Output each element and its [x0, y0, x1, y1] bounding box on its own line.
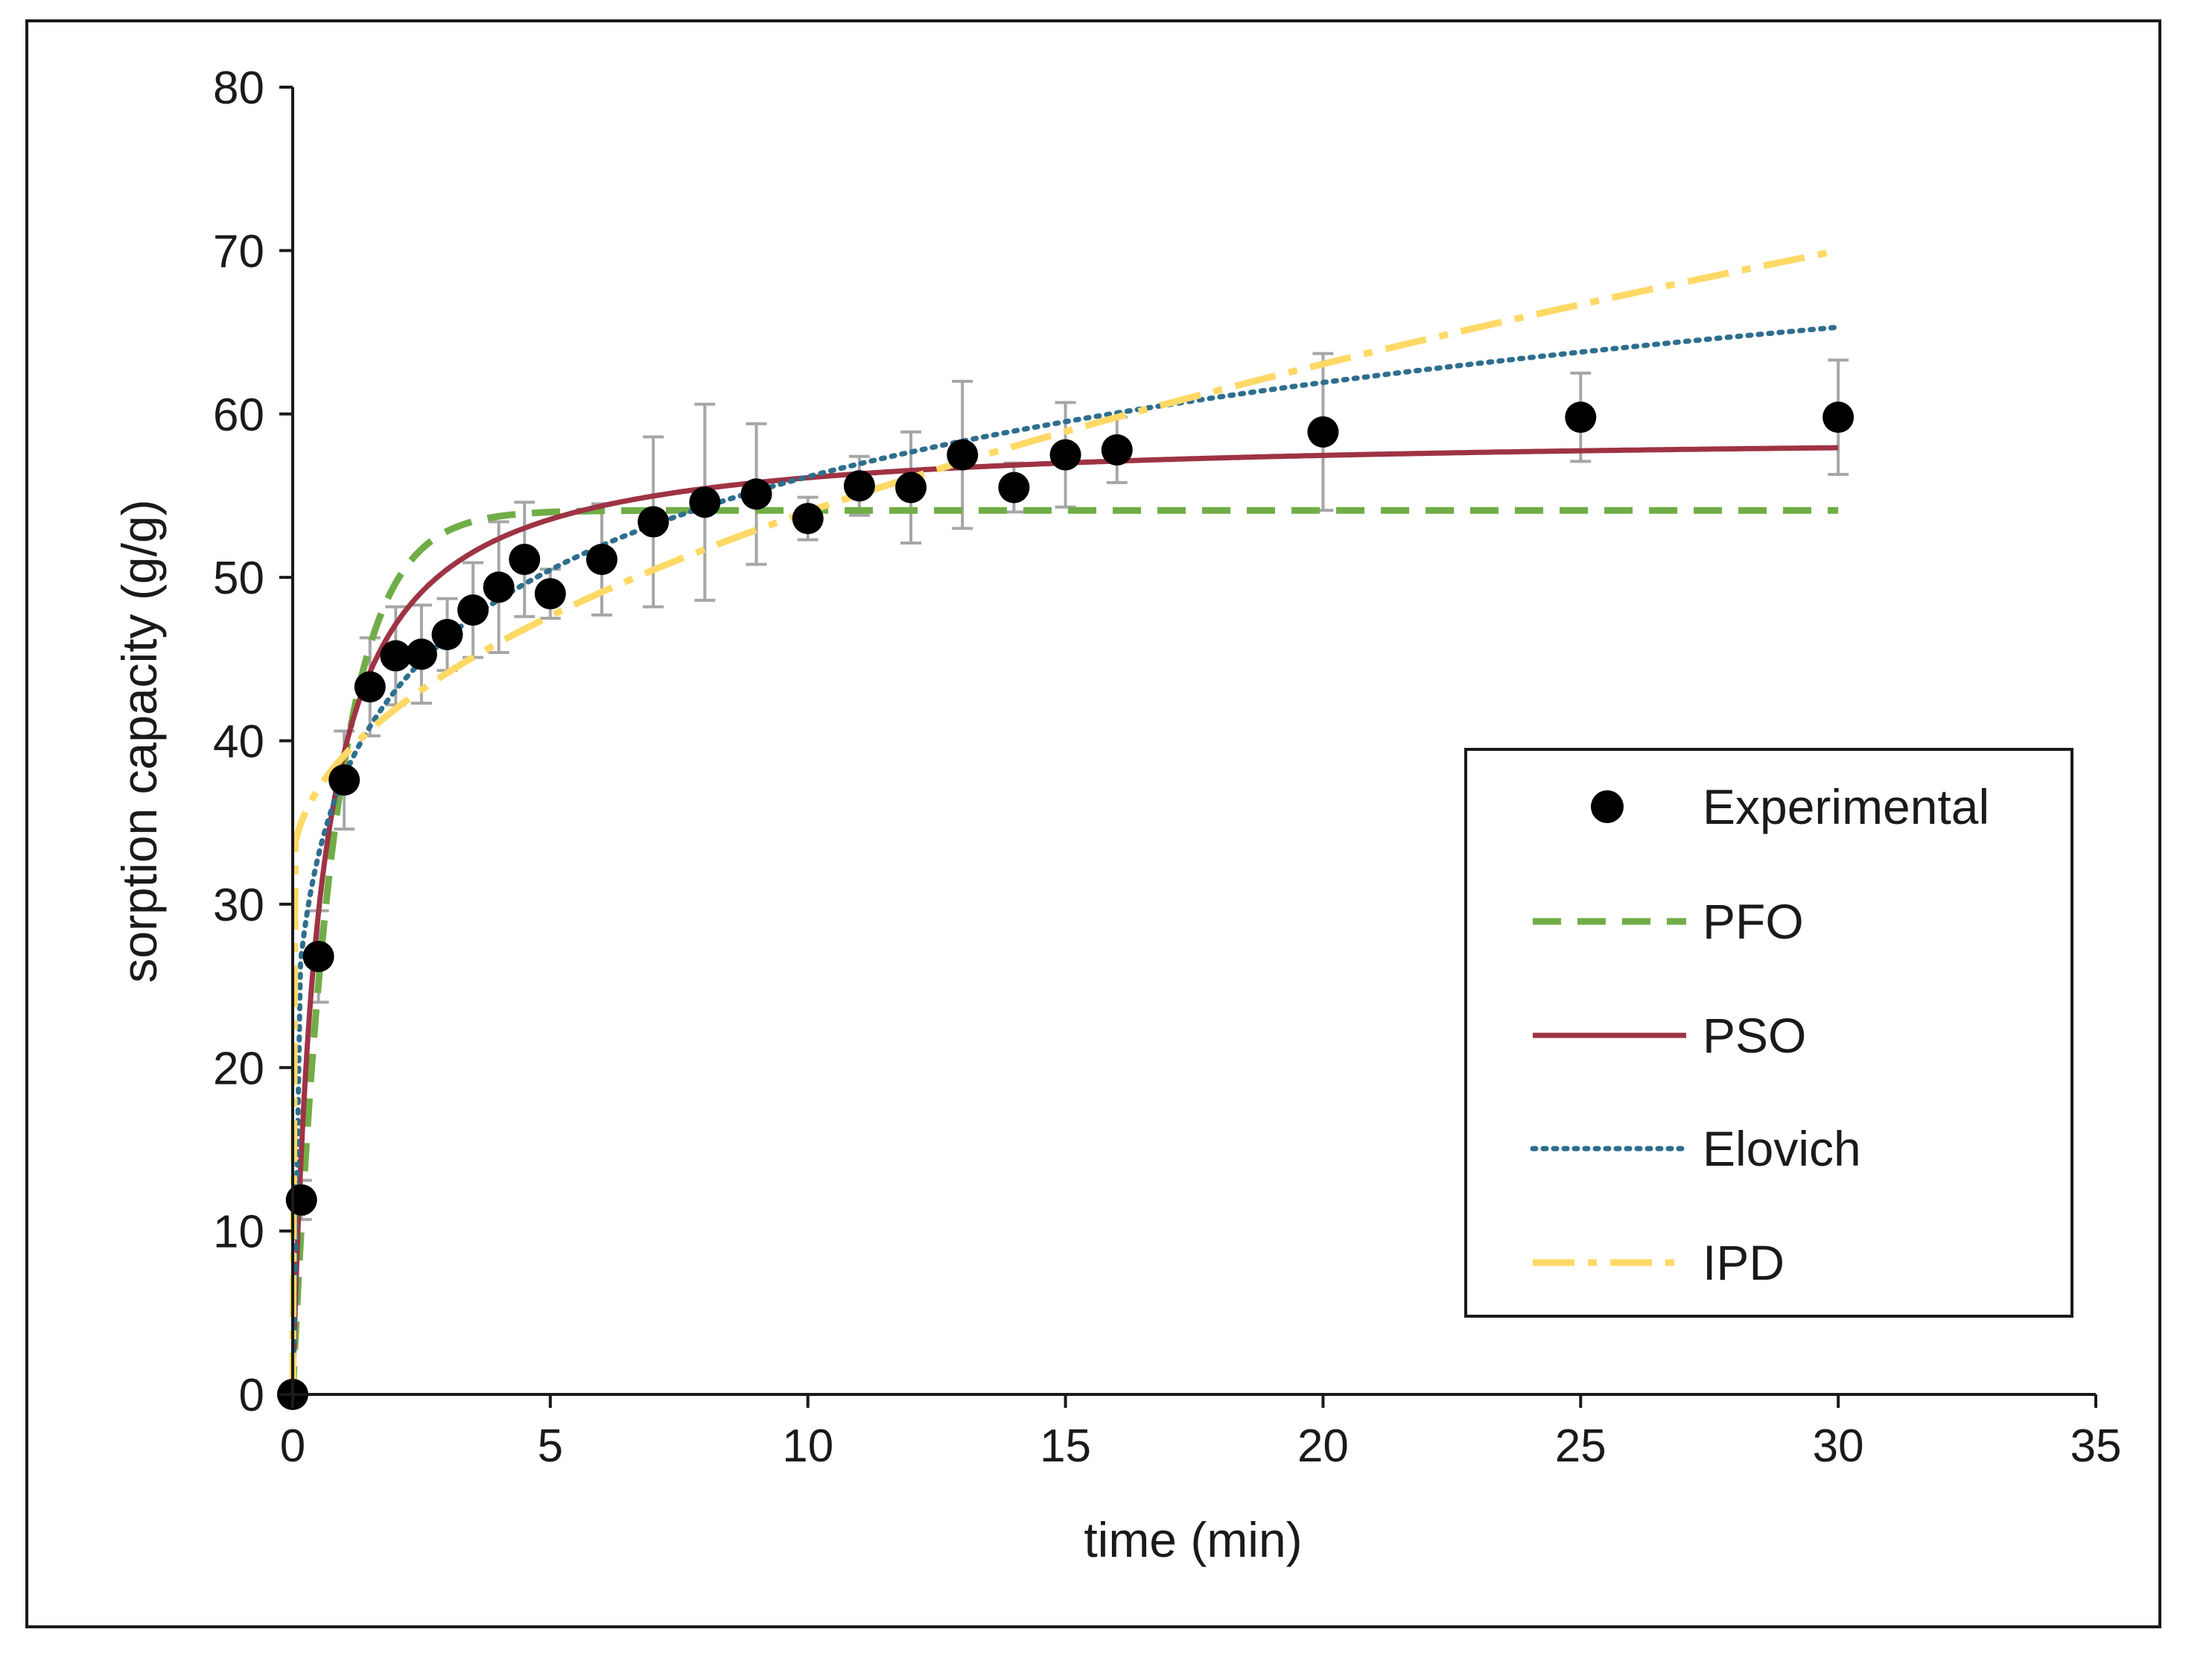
experimental-point	[1049, 439, 1081, 471]
experimental-point	[1565, 401, 1597, 434]
curve-ipd	[289, 247, 1840, 1395]
y-tick-label: 40	[213, 717, 264, 768]
experimental-point	[998, 472, 1030, 504]
experimental-point	[328, 764, 360, 796]
experimental-point	[1101, 434, 1133, 466]
experimental-point	[740, 478, 772, 510]
experimental-point	[1307, 416, 1339, 448]
experimental-point	[354, 671, 386, 703]
experimental-point	[947, 439, 979, 471]
legend-marker-experimental	[1591, 790, 1624, 823]
experimental-point	[689, 486, 721, 518]
experimental-point	[638, 506, 670, 538]
y-tick-label: 70	[213, 226, 264, 277]
experimental-point	[895, 472, 927, 504]
x-tick-label: 20	[1297, 1420, 1349, 1472]
y-tick-label: 20	[213, 1043, 264, 1094]
y-tick-label: 50	[213, 553, 264, 604]
axes: 0 10 20 30 40 50 60 70 80 0 5 10 15 20 25 30 35	[213, 63, 2121, 1472]
experimental-point	[285, 1184, 317, 1216]
y-tick-label: 80	[213, 63, 264, 114]
legend: Experimental PFO PSO Elovich IPD	[1464, 748, 2073, 1318]
y-tick-label: 60	[213, 390, 264, 441]
experimental-point	[405, 638, 437, 670]
y-tick-label: 30	[213, 880, 264, 931]
y-tick-label: 10	[213, 1207, 264, 1258]
legend-label-pfo: PFO	[1703, 894, 1804, 949]
x-tick-label: 25	[1555, 1420, 1606, 1472]
curve-elovich	[290, 324, 1841, 1397]
legend-label-ipd: IPD	[1703, 1235, 1784, 1290]
experimental-point	[1822, 401, 1855, 434]
x-tick-label: 15	[1040, 1420, 1091, 1472]
experimental-point	[586, 543, 618, 575]
x-tick-label: 10	[782, 1420, 833, 1472]
experimental-point	[302, 941, 334, 973]
legend-label-pso: PSO	[1703, 1008, 1806, 1063]
x-tick-label: 5	[538, 1420, 563, 1472]
x-axis-title: time (min)	[1084, 1512, 1302, 1567]
x-tick-label: 35	[2070, 1420, 2122, 1472]
legend-label-elovich: Elovich	[1703, 1121, 1861, 1176]
experimental-point	[792, 503, 824, 535]
y-tick-label: 0	[239, 1370, 264, 1421]
experimental-point	[843, 470, 875, 502]
experimental-point	[509, 543, 541, 575]
experimental-point	[431, 618, 463, 650]
legend-label-experimental: Experimental	[1703, 779, 1989, 834]
experimental-point	[534, 578, 566, 610]
experimental-point	[483, 571, 515, 603]
experimental-point	[457, 594, 489, 626]
curve-pso	[290, 445, 1839, 1397]
experimental-point	[380, 640, 412, 672]
x-tick-label: 30	[1813, 1420, 1864, 1472]
experimental-points	[277, 401, 1855, 1410]
model-curves	[289, 247, 1841, 1398]
x-tick-label: 0	[280, 1420, 305, 1472]
y-axis-title: sorption capacity (g/g)	[112, 499, 167, 982]
